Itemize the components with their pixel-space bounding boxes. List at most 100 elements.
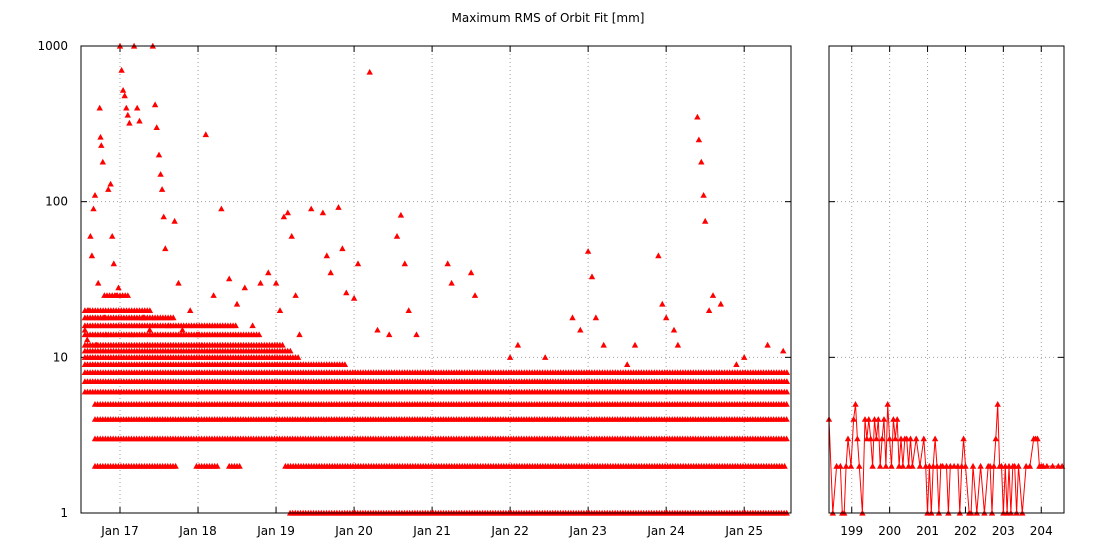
right-data-point <box>1043 462 1051 469</box>
left-data-point <box>386 331 393 338</box>
right-data-point <box>962 462 969 469</box>
right-data-point <box>907 435 914 442</box>
left-data-point <box>91 192 99 198</box>
right-data-point <box>847 462 855 469</box>
left-data-point <box>202 131 209 138</box>
left-data-point <box>87 233 94 239</box>
right-data-point <box>850 416 857 422</box>
right-x-tick-label: 201 <box>916 524 939 538</box>
left-data-point <box>112 292 120 298</box>
right-x-tick-label: 202 <box>954 524 977 538</box>
right-data-point <box>856 462 863 469</box>
right-x-tick-label: 199 <box>840 524 863 538</box>
left-data-point <box>90 205 97 212</box>
right-data-point <box>990 462 998 469</box>
left-data-point <box>280 213 288 220</box>
right-data-point <box>1049 462 1056 469</box>
left-data-point <box>110 260 117 267</box>
left-data-point <box>151 101 159 108</box>
right-data-point <box>916 462 924 469</box>
left-band-marker <box>783 435 790 442</box>
left-band-marker <box>287 347 294 354</box>
left-data-point <box>257 279 264 286</box>
left-data-point <box>335 204 342 210</box>
right-data-point <box>909 462 916 469</box>
left-data-point <box>128 331 135 338</box>
left-data-point <box>308 205 315 212</box>
left-x-tick-label: Jan 17 <box>100 524 139 538</box>
right-data-point <box>899 462 907 469</box>
right-data-point <box>931 435 939 442</box>
right-data-point <box>969 462 977 469</box>
right-data-point <box>875 416 882 422</box>
left-data-point <box>171 217 178 224</box>
left-data-point <box>323 252 330 259</box>
right-x-tick-label: 203 <box>992 524 1015 538</box>
right-data-point <box>1034 435 1041 442</box>
left-data-point <box>119 87 127 93</box>
right-data-point <box>913 435 920 442</box>
left-data-point <box>105 186 112 192</box>
left-data-point <box>126 119 133 126</box>
left-data-point <box>292 292 299 298</box>
left-data-point <box>153 124 160 130</box>
left-band-marker <box>214 462 221 469</box>
left-data-point <box>674 341 682 348</box>
left-ticks: 1 10 100 1000 Jan 17 Jan 18 Jan 19 Jan 20 Jan 21… <box>37 39 791 538</box>
left-data-point <box>339 245 346 252</box>
left-data-point <box>448 279 455 286</box>
left-data-point <box>95 279 102 286</box>
left-data-point <box>194 331 202 338</box>
left-data-point <box>158 186 166 192</box>
right-data-point <box>877 462 884 469</box>
right-data-point <box>888 462 895 469</box>
left-x-tick-label: Jan 21 <box>412 524 451 538</box>
left-data-point <box>709 292 717 298</box>
left-data-point <box>354 260 362 267</box>
left-data-point <box>155 151 163 158</box>
left-x-tick-label: Jan 18 <box>178 524 217 538</box>
left-band-marker <box>124 292 131 298</box>
right-x-tick-label: 200 <box>878 524 901 538</box>
right-x-tick-label: 204 <box>1030 524 1053 538</box>
left-data-point <box>413 331 420 338</box>
left-data-point <box>288 233 295 239</box>
left-data-point <box>210 292 217 298</box>
left-data-point <box>663 314 670 321</box>
left-band-marker <box>294 354 302 360</box>
right-data-point <box>992 435 999 442</box>
left-data-point <box>542 354 549 360</box>
right-panel: 199 200 201 202 203 204 <box>825 45 1066 538</box>
right-data-point <box>837 462 844 469</box>
left-data-point <box>284 209 291 216</box>
left-data-point <box>109 233 116 239</box>
left-data-point <box>99 158 106 165</box>
left-x-tick-label: Jan 24 <box>646 524 685 538</box>
left-data-point <box>343 289 350 296</box>
left-data-point <box>401 260 408 267</box>
left-band-marker <box>232 322 239 329</box>
left-panel: 1 10 100 1000 Jan 17 Jan 18 Jan 19 Jan 20 Jan 21… <box>37 39 792 538</box>
left-data-point <box>97 133 104 140</box>
left-data-point <box>136 117 143 124</box>
right-data-point <box>854 435 861 442</box>
left-data-point <box>146 326 153 333</box>
left-data-point <box>631 341 639 348</box>
left-data-point <box>123 104 130 111</box>
right-data-point <box>882 462 890 469</box>
left-data-point <box>694 113 701 120</box>
left-data-point <box>233 300 241 307</box>
right-data-point <box>892 435 899 442</box>
y-tick-label: 1000 <box>37 39 68 53</box>
right-data-point <box>886 435 893 442</box>
left-x-tick-label: Jan 22 <box>490 524 529 538</box>
left-data-point <box>272 279 280 286</box>
left-data-point <box>600 341 607 348</box>
right-data-point <box>920 435 927 442</box>
left-data-point <box>88 252 96 259</box>
left-data-point <box>107 180 114 187</box>
right-data-point <box>1015 462 1022 469</box>
left-band-marker <box>781 462 788 469</box>
left-data-point <box>144 341 151 348</box>
